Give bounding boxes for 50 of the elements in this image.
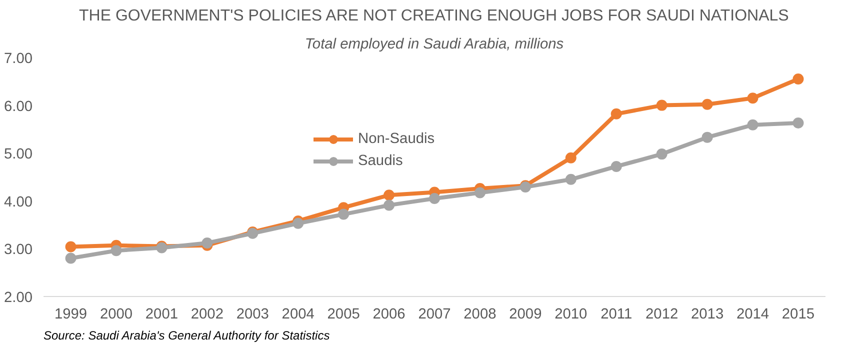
- y-tick-label: 5.00: [4, 146, 33, 163]
- x-tick-label: 2003: [236, 306, 269, 322]
- point: [702, 132, 713, 143]
- y-tick-label: 3.00: [4, 242, 33, 258]
- legend-label: Non-Saudis: [358, 131, 435, 147]
- x-tick-label: 2006: [372, 306, 406, 322]
- point: [792, 74, 804, 84]
- point: [429, 193, 440, 204]
- y-tick-label: 7.00: [4, 51, 33, 67]
- x-tick-label: 2012: [646, 306, 678, 322]
- x-tick-label: 2015: [782, 306, 815, 322]
- point: [474, 187, 486, 198]
- legend-label: Saudis: [358, 153, 403, 169]
- x-tick-label: 2000: [100, 306, 133, 322]
- x-tick-label: 2014: [736, 306, 770, 322]
- point: [565, 174, 576, 185]
- point: [656, 100, 668, 111]
- chart-title: THE GOVERNMENT'S POLICIES ARE NOT CREATING ENOUGH JOBS FOR SAUDI NATIONALS: [79, 8, 789, 24]
- y-tick-label: 4.00: [4, 194, 33, 210]
- point: [747, 119, 758, 130]
- point: [110, 245, 122, 256]
- point: [292, 218, 304, 229]
- x-tick-label: 2002: [190, 306, 224, 322]
- point: [565, 152, 576, 164]
- x-tick-label: 2009: [509, 306, 542, 322]
- point: [610, 108, 622, 120]
- point: [610, 160, 622, 172]
- x-tick-label: 2011: [600, 306, 632, 322]
- point: [338, 208, 350, 220]
- point: [656, 148, 668, 160]
- point: [702, 98, 713, 110]
- point: [384, 190, 395, 201]
- source-note: Source: Saudi Arabia's General Authority for Statistics: [44, 328, 330, 342]
- point: [65, 252, 76, 264]
- point: [384, 200, 395, 211]
- x-tick-label: 2005: [327, 306, 360, 322]
- point: [202, 237, 213, 248]
- x-tick-label: 2004: [282, 306, 314, 322]
- x-tick-label: 2001: [145, 306, 178, 322]
- point: [792, 117, 804, 128]
- point: [747, 92, 758, 104]
- x-tick-label: 1999: [54, 306, 88, 322]
- y-tick-label: 6.00: [4, 98, 33, 115]
- x-tick-label: 2010: [554, 306, 588, 322]
- y-tick-label: 2.00: [4, 290, 33, 306]
- x-tick-label: 2013: [690, 306, 724, 322]
- chart-subtitle: Total employed in Saudi Arabia, millions: [304, 36, 564, 52]
- x-tick-label: 2008: [464, 306, 496, 322]
- x-tick-label: 2007: [418, 306, 451, 322]
- point: [65, 241, 76, 252]
